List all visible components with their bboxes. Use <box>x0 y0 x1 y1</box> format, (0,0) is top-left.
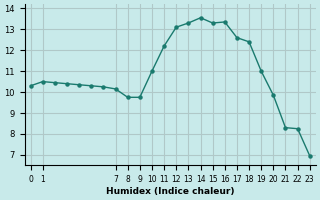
X-axis label: Humidex (Indice chaleur): Humidex (Indice chaleur) <box>106 187 235 196</box>
